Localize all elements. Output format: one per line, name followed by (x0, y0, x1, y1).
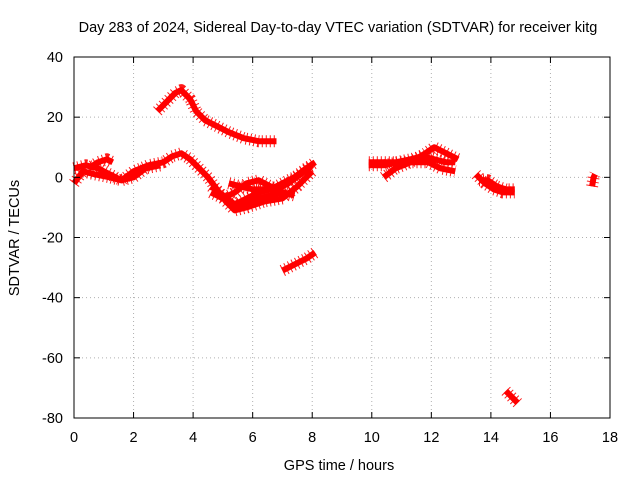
plot-frame (73, 56, 611, 419)
x-tick-label: 4 (189, 430, 197, 446)
y-tick-label: -40 (42, 291, 63, 307)
series-markers-arc-low-early (72, 159, 162, 187)
x-tick-label: 18 (602, 430, 618, 446)
series-arc-bump-early (87, 156, 115, 171)
x-tick-label: 0 (70, 430, 78, 446)
series-markers-arc-dip (279, 247, 319, 276)
x-tick-label: 16 (542, 430, 558, 446)
y-tick-label: 0 (55, 170, 63, 186)
axis-ticks: 0 2 4 6 8 10 12 14 16 18 -80 -60 -40 -20 0 20 40 (42, 50, 618, 446)
x-tick-label: 6 (249, 430, 257, 446)
y-tick-label: -20 (42, 231, 63, 247)
x-tick-label: 10 (364, 430, 380, 446)
x-tick-label: 2 (130, 430, 138, 446)
y-tick-label: -80 (42, 411, 63, 427)
grid (74, 57, 610, 418)
series-markers-arc-afternoon-2 (380, 141, 461, 183)
series-markers-arc-upper (153, 84, 277, 148)
series-arc-cross-3 (233, 159, 317, 208)
y-tick-label: -60 (42, 351, 63, 367)
data-series (69, 84, 601, 408)
series-arc-isolated (589, 172, 598, 187)
x-tick-label: 14 (483, 430, 499, 446)
y-tick-label: 40 (47, 50, 63, 66)
series-markers-arc-afternoon-3 (368, 156, 457, 178)
series-arc-upper (155, 87, 277, 145)
series-markers-arc-late-2 (479, 174, 515, 196)
y-tick-label: 20 (47, 110, 63, 126)
chart-title: Day 283 of 2024, Sidereal Day-to-day VTE… (79, 20, 598, 36)
series-arc-cross-4 (209, 184, 284, 208)
x-tick-label: 8 (308, 430, 316, 446)
series-markers-arc-outlier (501, 386, 522, 408)
y-axis-label: SDTVAR / TECUs (7, 180, 23, 296)
x-axis-label: GPS time / hours (284, 458, 394, 474)
x-tick-label: 12 (423, 430, 439, 446)
